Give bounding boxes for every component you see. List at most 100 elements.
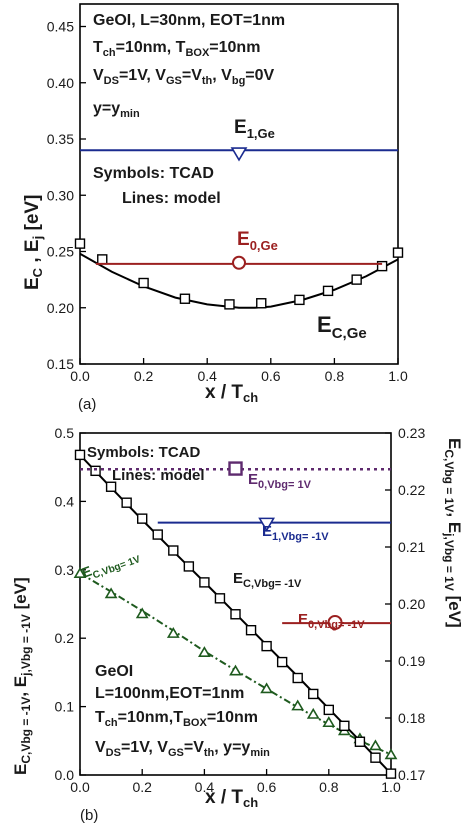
panel-b-e0-m1-marker	[327, 614, 343, 630]
panel-a-e0-marker	[232, 255, 246, 270]
y2-tick-label: 0.19	[398, 653, 425, 669]
y2-tick-label: 0.18	[398, 710, 425, 726]
panel-b-ec-m1-marker	[105, 481, 117, 492]
x-tick-label: 0.0	[70, 368, 90, 384]
panel-a-tcad-square	[224, 299, 235, 310]
panel-b-e1-m1-marker	[258, 517, 275, 532]
panel-b-note-lines: Lines: model	[112, 467, 205, 484]
panel-b-series	[73, 449, 398, 779]
panel-b-ec-m1-marker	[199, 577, 210, 588]
panel-b-note-device: GeOI	[95, 663, 133, 680]
y-tick-label: 0.15	[47, 356, 74, 372]
panel-b-chart: 0.0 0.2 0.4 0.6 0.8 1.0 0.0 0.1 0.2 0.3 0.4 0.5 0.…	[11, 425, 464, 824]
x-tick-label: 1.0	[381, 779, 401, 795]
panel-a-tcad-square	[294, 294, 305, 306]
panel-b-y-axis-label: EC,Vbg = -1V, Ej,Vbg = -1V [eV]	[11, 577, 33, 775]
panel-b-y2-axis-label: EC,Vbg = 1V, Ej,Vbg = 1V [eV]	[442, 438, 464, 628]
panel-b-ec-m1-marker	[74, 449, 86, 461]
panel-a-chart: 0.0 0.2 0.4 0.6 0.8 1.0 0.150.200.250.300.350…	[22, 3, 408, 413]
panel-b-ec-m1-marker	[121, 497, 132, 508]
y-tick-label: 0.0	[55, 767, 75, 783]
y2-tick-label: 0.22	[398, 482, 425, 498]
panel-b-note-size: L=100nm,EOT=1nm	[95, 685, 244, 702]
panel-b-ec-m1-marker	[261, 640, 272, 652]
panel-b-x-ticks: 0.0 0.2 0.4 0.6 0.8 1.0	[70, 769, 401, 795]
panel-a-note-thickness: Tch=10nm, TBOX=10nm	[93, 39, 260, 59]
panel-b-label-ec-p1: EC,Vbg= 1V	[80, 545, 143, 584]
panel-b-ec-p1-marker	[322, 716, 336, 728]
panel-b-label-e0-p1: E0,Vbg= 1V	[248, 471, 312, 491]
x-tick-label: 0.6	[261, 368, 281, 384]
x-tick-label: 0.0	[70, 779, 90, 795]
panel-b-e0-p1-marker	[228, 461, 243, 476]
panel-b-annotations: Symbols: TCAD Lines: model GeOI L=100nm,…	[87, 444, 270, 759]
x-tick-label: 0.8	[325, 368, 345, 384]
panel-a-tcad-square	[351, 274, 362, 285]
panel-b-ec-m1-marker	[136, 513, 148, 524]
panel-b-ec-m1-marker	[168, 545, 179, 556]
panel-a-tcad-square	[179, 293, 191, 304]
panel-b-ec-m1-marker	[385, 768, 397, 779]
panel-b-ec-m1-marker	[230, 609, 241, 620]
y2-tick-label: 0.23	[398, 425, 425, 441]
panel-b-note-symbols: Symbols: TCAD	[87, 444, 201, 461]
y-tick-label: 0.20	[47, 300, 74, 316]
panel-b-ec-m1-marker	[183, 561, 195, 572]
x-tick-label: 0.4	[195, 779, 215, 795]
panel-b-ec-p1-marker	[291, 699, 305, 711]
y-tick-label: 0.3	[55, 562, 75, 578]
panel-b-ec-p1-marker	[229, 664, 242, 676]
panel-b-label-e0-m1: E0,Vbg= -1V	[298, 611, 365, 631]
panel-a-tcad-square	[322, 285, 334, 297]
panel-b-ec-p1-marker	[306, 707, 320, 719]
panel-a-tag: (a)	[78, 396, 96, 413]
panel-b-ec-m1-marker	[292, 672, 303, 684]
panel-a-x-axis-label: x / Tch	[205, 382, 258, 405]
y2-tick-label: 0.21	[398, 539, 425, 555]
y-tick-label: 0.30	[47, 187, 74, 203]
panel-b-ec-p1-marker	[166, 627, 180, 638]
x-tick-label: 0.2	[132, 779, 152, 795]
panel-a-note-symbols: Symbols: TCAD	[93, 165, 214, 182]
y-tick-label: 0.1	[55, 699, 75, 715]
panel-b-label-e1-m1: E1,Vbg= -1V	[262, 523, 329, 543]
panel-a-label-e0: E0,Ge	[237, 229, 278, 253]
panel-b-x-axis-label: x / Tch	[205, 787, 258, 810]
panel-b-ec-m1-marker	[339, 720, 350, 732]
y-tick-label: 0.45	[47, 19, 74, 35]
panel-b-ec-m1-marker	[354, 736, 366, 747]
panel-a-y-ticks: 0.15 0.20 0.25 0.30 0.35 0.40 0.45	[47, 19, 86, 372]
panel-a-annotations: GeOI, L=30nm, EOT=1nm Tch=10nm, TBOX=10n…	[93, 12, 285, 207]
y-tick-label: 0.40	[47, 75, 74, 91]
y-tick-label: 0.35	[47, 131, 74, 147]
panel-b-ec-p1-marker	[135, 607, 149, 619]
y-tick-label: 0.25	[47, 244, 74, 260]
y-tick-label: 0.2	[55, 630, 75, 646]
panel-b-y-ticks: 0.0 0.1 0.2 0.3 0.4 0.5	[55, 425, 86, 783]
panel-a-tcad-square	[138, 277, 149, 289]
panel-a-note-y: y=ymin	[93, 100, 140, 120]
panel-a-e1-marker	[230, 147, 248, 162]
panel-a-tcad-square	[376, 260, 388, 272]
panel-a-label-ec: EC,Ge	[317, 312, 367, 342]
panel-a-ec-line	[79, 252, 399, 309]
panel-a-label-e1: E1,Ge	[234, 117, 275, 141]
panel-b-y2-ticks: 0.17 0.18 0.19 0.20 0.21 0.22 0.23	[385, 425, 425, 783]
panel-b-ec-p1-marker	[104, 587, 118, 599]
y2-tick-label: 0.17	[398, 767, 425, 783]
panel-b-ec-p1-marker	[369, 739, 382, 751]
panel-b-note-bias: VDS=1V, VGS=Vth, y=ymin	[95, 739, 270, 759]
x-tick-label: 0.2	[134, 368, 154, 384]
panel-b-ec-m1-marker	[245, 624, 257, 636]
panel-b-ec-p1-marker	[384, 748, 398, 760]
panel-b-ec-m1-marker	[152, 529, 163, 540]
panel-a-frame	[79, 3, 399, 365]
panel-b-ec-m1-marker	[276, 656, 288, 668]
x-tick-label: 1.0	[388, 368, 408, 384]
panel-b-tag: (b)	[80, 807, 98, 824]
panel-b-note-thickness: Tch=10nm,TBOX=10nm	[95, 709, 258, 729]
panel-b-ec-p1-marker	[198, 646, 211, 658]
panel-b-ec-m1-marker	[308, 688, 319, 700]
panel-b-ec-p1-marker	[73, 567, 87, 579]
